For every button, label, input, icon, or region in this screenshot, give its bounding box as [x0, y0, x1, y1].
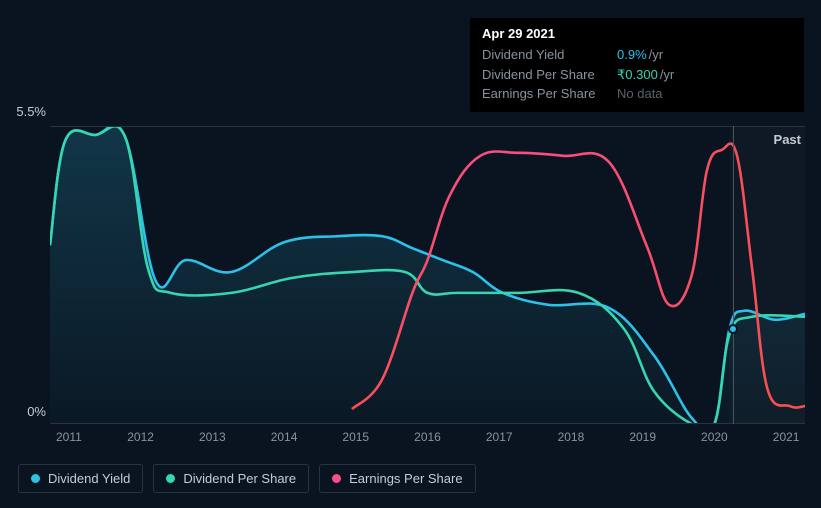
tooltip-date: Apr 29 2021: [482, 26, 792, 41]
tooltip-label: Dividend Yield: [482, 45, 617, 65]
legend: Dividend Yield Dividend Per Share Earnings…: [18, 464, 476, 493]
x-axis: 2011 2012 2013 2014 2015 2016 2017 2018 2019 2020…: [50, 430, 805, 450]
x-tick: 2020: [701, 430, 728, 444]
x-tick: 2018: [558, 430, 585, 444]
legend-label: Dividend Yield: [48, 471, 130, 486]
tooltip-label: Earnings Per Share: [482, 84, 617, 104]
legend-item[interactable]: Earnings Per Share: [319, 464, 475, 493]
legend-label: Dividend Per Share: [183, 471, 296, 486]
tooltip-value: ₹0.300: [617, 65, 658, 85]
plot-area[interactable]: [50, 126, 805, 424]
tooltip-value: 0.9%: [617, 45, 647, 65]
y-axis-max: 5.5%: [16, 104, 46, 119]
tooltip-row: Earnings Per ShareNo data: [482, 84, 792, 104]
legend-dot: [31, 474, 40, 483]
tooltip-rows: Dividend Yield0.9% /yrDividend Per Share…: [482, 45, 792, 104]
chart-tooltip: Apr 29 2021 Dividend Yield0.9% /yrDivide…: [470, 18, 804, 112]
x-tick: 2019: [629, 430, 656, 444]
x-tick: 2015: [342, 430, 369, 444]
tooltip-unit: /yr: [649, 45, 663, 65]
legend-label: Earnings Per Share: [349, 471, 462, 486]
legend-item[interactable]: Dividend Per Share: [153, 464, 309, 493]
x-tick: 2014: [271, 430, 298, 444]
legend-item[interactable]: Dividend Yield: [18, 464, 143, 493]
past-label: Past: [774, 132, 801, 147]
dividend-chart: Apr 29 2021 Dividend Yield0.9% /yrDivide…: [0, 0, 821, 508]
x-tick: 2012: [127, 430, 154, 444]
x-tick: 2011: [56, 430, 82, 444]
plot-top-border: [50, 126, 805, 127]
tooltip-row: Dividend Yield0.9% /yr: [482, 45, 792, 65]
chart-svg: [50, 126, 805, 424]
x-tick: 2013: [199, 430, 226, 444]
hover-dot: [728, 324, 738, 334]
x-tick: 2017: [486, 430, 513, 444]
hover-line: [733, 126, 734, 424]
plot-bottom-border: [50, 423, 805, 424]
tooltip-unit: /yr: [660, 65, 674, 85]
y-axis-min: 0%: [27, 404, 46, 419]
x-tick: 2021: [773, 430, 800, 444]
x-tick: 2016: [414, 430, 441, 444]
tooltip-nodata: No data: [617, 84, 663, 104]
tooltip-row: Dividend Per Share₹0.300 /yr: [482, 65, 792, 85]
legend-dot: [332, 474, 341, 483]
legend-dot: [166, 474, 175, 483]
tooltip-label: Dividend Per Share: [482, 65, 617, 85]
